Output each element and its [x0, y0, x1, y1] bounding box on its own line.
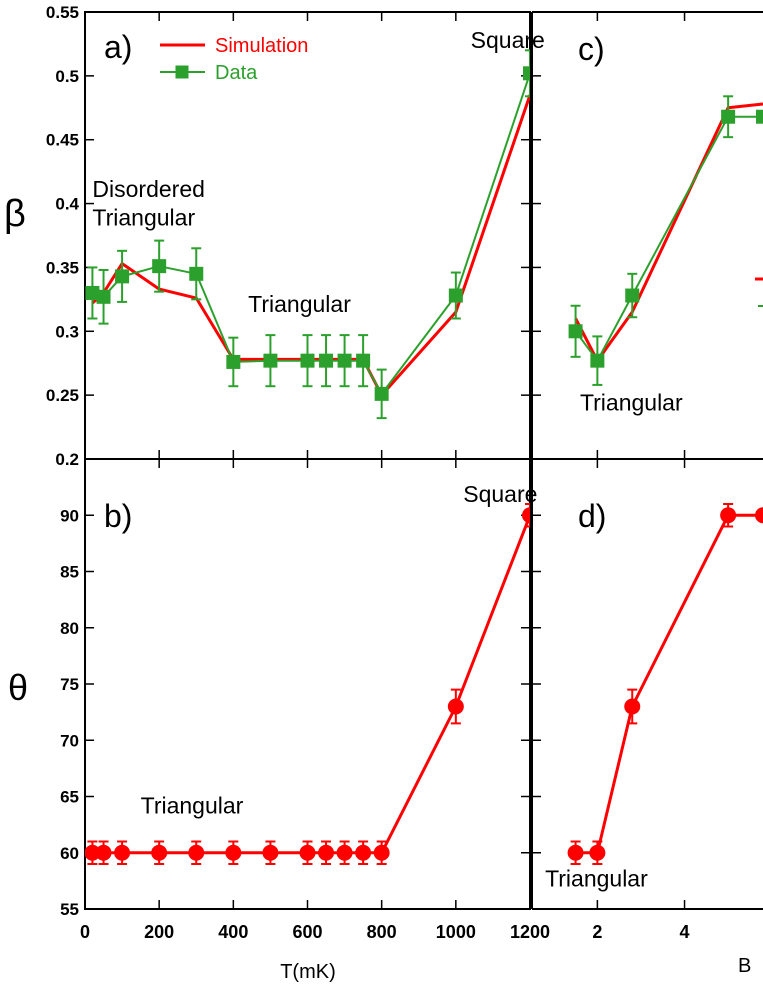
y-tick-label: 55 [60, 900, 79, 919]
annotation-label: Disordered [92, 176, 204, 202]
data-point-circle [85, 844, 101, 861]
series-line-simulation [574, 102, 763, 363]
data-point-square [590, 353, 605, 368]
legend-data-label: Data [215, 62, 258, 84]
x-tick-label: 1200 [510, 922, 550, 942]
data-point-circle [355, 844, 372, 861]
panel-a-legend: Simulation Data [160, 35, 308, 84]
data-point-square [115, 269, 130, 284]
data-point-square [374, 386, 389, 401]
x-tick-label: 1000 [436, 922, 476, 942]
annotation-label: Triangular [545, 866, 648, 892]
series-group [85, 503, 530, 865]
y-tick-label: 0.5 [55, 67, 79, 86]
panel-d-plot: 2 4 d) Triangular [532, 459, 763, 942]
panel-b-plot: 55 60 65 70 75 80 85 90 0 200 400 600 800 1000 1200 b) S… [60, 459, 550, 942]
data-point-circle [720, 507, 737, 524]
panel-a-plot: 0.2 0.25 0.3 0.35 0.4 0.45 0.5 0.55 a) Square Diso… [46, 3, 545, 469]
data-point-square [85, 285, 100, 300]
panel-label-d: d) [578, 498, 606, 534]
x-tick-label: 2 [592, 922, 602, 942]
panel-a-frame [84, 11, 531, 460]
y-tick-label: 0.55 [46, 3, 79, 22]
theta-axis-label: θ [8, 667, 28, 708]
data-point-square [523, 66, 530, 81]
y-tick-label: 60 [60, 844, 79, 863]
legend-simulation-label: Simulation [215, 35, 308, 57]
data-point-square [319, 353, 334, 368]
legend-data-marker [175, 65, 189, 79]
panel-label-a: a) [104, 29, 132, 65]
data-point-square [356, 353, 371, 368]
data-point-circle [299, 844, 316, 861]
data-point-square [300, 353, 315, 368]
x-tick-label: 600 [292, 922, 322, 942]
data-point-circle [95, 844, 112, 861]
x-tick-label: 400 [218, 922, 248, 942]
series-group [568, 95, 763, 386]
data-point-circle [373, 844, 390, 861]
panel-label-c: c) [578, 31, 605, 67]
data-point-circle [151, 844, 168, 861]
data-point-circle [262, 844, 279, 861]
data-point-circle [755, 507, 763, 524]
annotation-label: Triangular [580, 389, 683, 415]
x-tick-label: 0 [80, 922, 90, 942]
series-line-data [574, 115, 763, 362]
annotation-label: Triangular [248, 291, 351, 317]
annotation-label: Triangular [141, 792, 244, 818]
data-point-square [226, 354, 241, 369]
annotation-label: Square [463, 481, 537, 507]
data-point-square [189, 266, 204, 281]
y-tick-label: 85 [60, 563, 79, 582]
series-group [567, 503, 763, 865]
data-point-square [263, 353, 278, 368]
annotation-label: Square [471, 27, 545, 53]
data-point-circle [589, 844, 606, 861]
data-point-circle [188, 844, 205, 861]
x-axis-label-temperature: T(mK) [280, 961, 336, 983]
y-tick-label: 0.25 [46, 386, 79, 405]
y-tick-label: 65 [60, 788, 79, 807]
series-line-simulation [575, 513, 763, 855]
data-point-square [756, 109, 763, 124]
data-point-circle [522, 507, 530, 524]
x-tick-label: 200 [144, 922, 174, 942]
data-point-square [568, 324, 583, 339]
beta-axis-label: β [4, 193, 26, 235]
x-tick-label: 4 [680, 922, 690, 942]
x-tick-label: 800 [367, 922, 397, 942]
y-tick-label: 0.4 [55, 195, 79, 214]
data-point-circle [336, 844, 353, 861]
series-group [85, 49, 530, 420]
data-point-square [337, 353, 352, 368]
data-point-circle [624, 698, 641, 715]
data-point-square [152, 259, 167, 274]
data-point-square [721, 109, 736, 124]
y-tick-label: 70 [60, 731, 79, 750]
data-point-square [448, 288, 463, 303]
annotation-label: Triangular [92, 204, 195, 230]
y-tick-label: 0.3 [55, 322, 79, 341]
series-line-simulation [91, 94, 530, 397]
y-tick-label: 80 [60, 619, 79, 638]
x-axis-label-field: B [738, 955, 751, 977]
data-point-circle [318, 844, 335, 861]
series-line-data [92, 72, 530, 395]
panel-c-plot: c) Triangular [532, 11, 763, 460]
data-point-circle [225, 844, 242, 861]
y-tick-label: 0.35 [46, 258, 79, 277]
y-tick-label: 90 [60, 506, 79, 525]
data-point-circle [114, 844, 131, 861]
y-tick-label: 75 [60, 675, 79, 694]
panel-label-b: b) [104, 498, 132, 534]
data-point-square [625, 288, 640, 303]
y-tick-label: 0.45 [46, 131, 79, 150]
data-point-circle [567, 844, 584, 861]
y-tick-label: 0.2 [55, 450, 79, 469]
panel-frames [84, 11, 763, 910]
data-point-circle [447, 698, 464, 715]
data-point-square [96, 289, 111, 304]
